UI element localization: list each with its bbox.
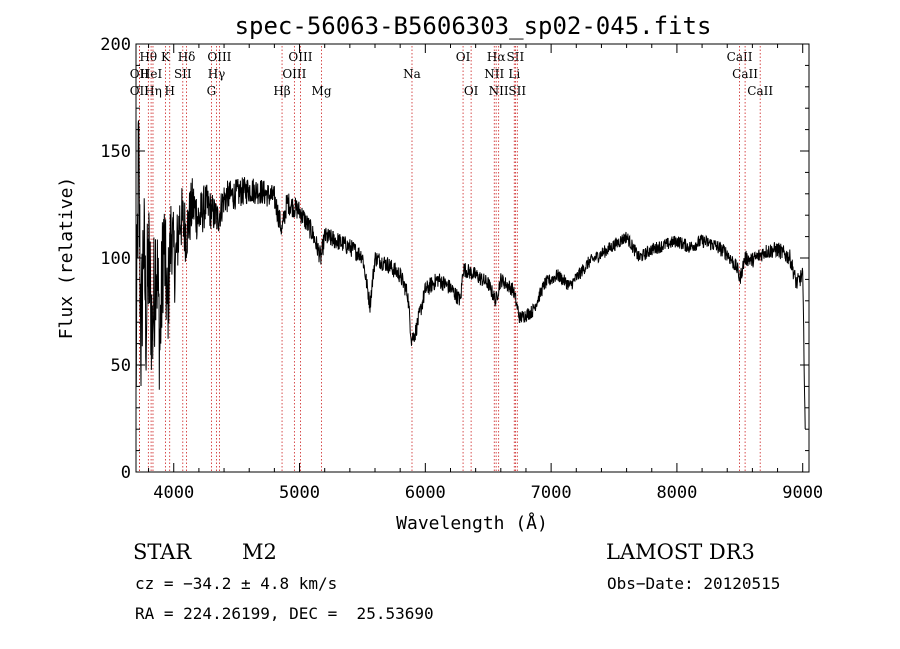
line-marker-label: OI (464, 84, 479, 98)
x-tick-label: 4000 (153, 483, 194, 503)
x-axis: 4000 5000 6000 7000 8000 9000 (148, 44, 823, 503)
line-marker-label: SII (508, 84, 526, 98)
y-axis-label: Flux (relative) (56, 177, 77, 340)
spectrum-series (135, 120, 806, 430)
line-markers: OIIOIIHθHeIHηKHSIIHδGHγOIIIHβOIIIOIIIMgN… (130, 46, 773, 472)
line-marker-label: Hγ (208, 67, 226, 81)
line-marker-label: SII (174, 67, 192, 81)
y-tick-label: 150 (100, 142, 131, 162)
line-marker-label: CaII (747, 84, 773, 98)
line-marker-label: NII (484, 67, 504, 81)
y-tick-label: 200 (100, 35, 131, 55)
chart-title: spec-56063-B5606303_sp02-045.fits (235, 12, 712, 40)
y-tick-label: 50 (111, 356, 131, 376)
line-marker-label: Hα (487, 50, 506, 64)
line-marker-label: H (164, 84, 174, 98)
x-tick-label: 7000 (531, 483, 572, 503)
redshift-velocity: cz = −34.2 ± 4.8 km/s (135, 574, 338, 593)
y-tick-label: 0 (121, 463, 131, 483)
line-marker-label: K (161, 50, 171, 64)
plot-frame (135, 43, 810, 473)
line-marker-label: SII (507, 50, 525, 64)
line-marker-label: OII (130, 84, 150, 98)
object-subclass: M2 (242, 540, 277, 564)
line-marker-label: Hθ (139, 50, 157, 64)
y-axis: 0 50 100 150 200 (100, 35, 809, 483)
x-tick-label: 5000 (279, 483, 320, 503)
x-tick-label: 8000 (656, 483, 697, 503)
line-marker-label: NII (489, 84, 509, 98)
line-marker-label: Hβ (273, 84, 290, 98)
observation-date: Obs−Date: 20120515 (607, 574, 781, 593)
survey-name: LAMOST DR3 (606, 540, 755, 564)
object-class: STAR (133, 540, 192, 564)
x-tick-label: 9000 (782, 483, 823, 503)
line-marker-label: OIII (288, 50, 312, 64)
line-marker-label: CaII (732, 67, 758, 81)
line-marker-label: CaII (727, 50, 753, 64)
x-axis-label: Wavelength (Å) (396, 512, 548, 534)
line-marker-label: Na (403, 67, 421, 81)
line-marker-label: HeI (140, 67, 163, 81)
line-marker-label: Hδ (178, 50, 196, 64)
line-marker-label: Mg (312, 84, 332, 98)
line-marker-label: OIII (282, 67, 306, 81)
line-marker-label: Li (508, 67, 520, 81)
line-marker-label: Hη (144, 84, 162, 98)
line-marker-label: OI (456, 50, 471, 64)
coordinates: RA = 224.26199, DEC = 25.53690 (135, 604, 434, 623)
x-tick-label: 6000 (405, 483, 446, 503)
spectrum-line (135, 120, 806, 430)
line-marker-label: G (207, 84, 217, 98)
y-tick-label: 100 (100, 249, 131, 269)
line-marker-label: OIII (207, 50, 231, 64)
